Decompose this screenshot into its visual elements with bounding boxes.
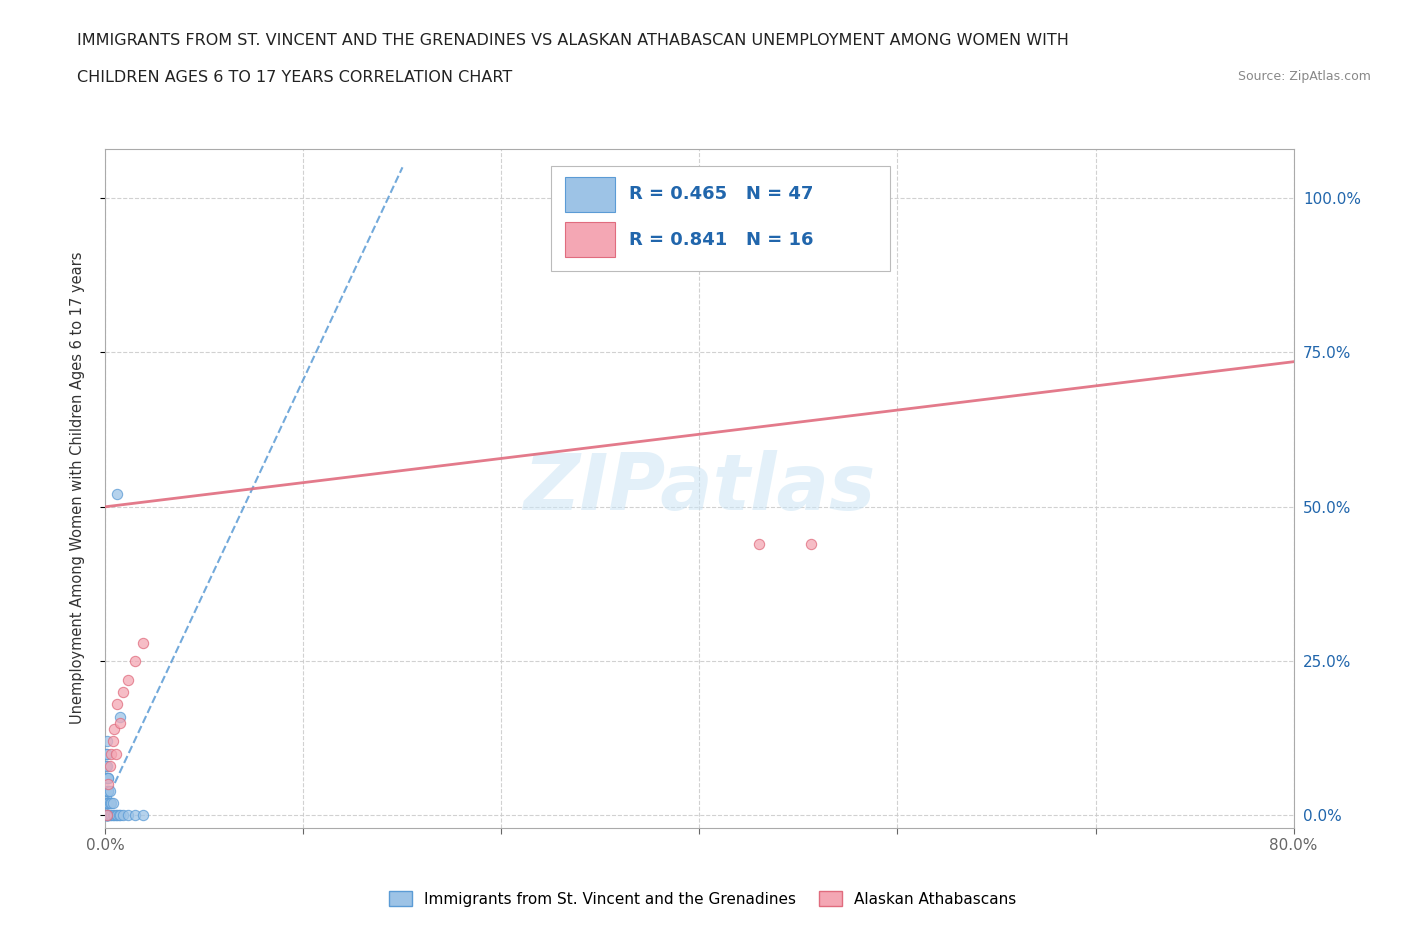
Point bbox=[97, 808, 120, 823]
Point bbox=[97, 808, 120, 823]
Point bbox=[98, 783, 121, 798]
FancyBboxPatch shape bbox=[565, 222, 616, 258]
Point bbox=[97, 783, 120, 798]
Text: CHILDREN AGES 6 TO 17 YEARS CORRELATION CHART: CHILDREN AGES 6 TO 17 YEARS CORRELATION … bbox=[77, 70, 513, 85]
Point bbox=[98, 795, 121, 810]
Point bbox=[96, 808, 118, 823]
Point bbox=[98, 759, 121, 774]
Point bbox=[97, 795, 120, 810]
Point bbox=[117, 672, 139, 687]
Point bbox=[96, 808, 118, 823]
Point bbox=[96, 783, 118, 798]
Point bbox=[96, 759, 118, 774]
Point bbox=[96, 746, 118, 761]
Point bbox=[96, 746, 118, 761]
Point bbox=[96, 771, 118, 786]
Point bbox=[100, 808, 122, 823]
Text: ZIPatlas: ZIPatlas bbox=[523, 450, 876, 526]
Point bbox=[100, 795, 122, 810]
Text: R = 0.841   N = 16: R = 0.841 N = 16 bbox=[630, 232, 814, 249]
Point bbox=[105, 808, 128, 823]
Point bbox=[96, 783, 118, 798]
Point bbox=[96, 808, 118, 823]
Point bbox=[97, 808, 120, 823]
Point bbox=[96, 734, 118, 749]
Point bbox=[103, 722, 125, 737]
FancyBboxPatch shape bbox=[551, 166, 890, 271]
Point bbox=[104, 746, 127, 761]
Point bbox=[105, 697, 128, 711]
Point bbox=[97, 808, 120, 823]
Point bbox=[96, 808, 118, 823]
Point bbox=[101, 808, 124, 823]
Point bbox=[110, 715, 132, 730]
Point bbox=[110, 710, 132, 724]
Y-axis label: Unemployment Among Women with Children Ages 6 to 17 years: Unemployment Among Women with Children A… bbox=[70, 252, 84, 724]
Point bbox=[108, 808, 131, 823]
Point bbox=[97, 795, 120, 810]
Point bbox=[96, 808, 118, 823]
Point bbox=[97, 771, 120, 786]
Point bbox=[800, 537, 823, 551]
Point bbox=[97, 783, 120, 798]
Point bbox=[112, 684, 135, 699]
Point bbox=[96, 808, 118, 823]
Point bbox=[124, 654, 146, 669]
Point bbox=[97, 777, 120, 792]
Point bbox=[117, 808, 139, 823]
Point bbox=[112, 808, 135, 823]
Point bbox=[131, 635, 153, 650]
Point bbox=[101, 795, 124, 810]
Point bbox=[96, 790, 118, 804]
Point bbox=[97, 771, 120, 786]
Point bbox=[105, 487, 128, 502]
Point bbox=[104, 808, 127, 823]
Point bbox=[101, 734, 124, 749]
Text: Source: ZipAtlas.com: Source: ZipAtlas.com bbox=[1237, 70, 1371, 83]
Point bbox=[96, 808, 118, 823]
Text: IMMIGRANTS FROM ST. VINCENT AND THE GRENADINES VS ALASKAN ATHABASCAN UNEMPLOYMEN: IMMIGRANTS FROM ST. VINCENT AND THE GREN… bbox=[77, 33, 1069, 47]
Point bbox=[96, 771, 118, 786]
Point bbox=[98, 808, 121, 823]
Point bbox=[100, 746, 122, 761]
Point bbox=[748, 537, 770, 551]
Legend: Immigrants from St. Vincent and the Grenadines, Alaskan Athabascans: Immigrants from St. Vincent and the Gren… bbox=[384, 885, 1022, 913]
Point bbox=[96, 795, 118, 810]
Point bbox=[124, 808, 146, 823]
Point bbox=[96, 808, 118, 823]
FancyBboxPatch shape bbox=[565, 177, 616, 212]
Point bbox=[96, 795, 118, 810]
Point bbox=[110, 808, 132, 823]
Point bbox=[96, 759, 118, 774]
Point bbox=[103, 808, 125, 823]
Text: R = 0.465   N = 47: R = 0.465 N = 47 bbox=[630, 185, 814, 204]
Point bbox=[131, 808, 153, 823]
